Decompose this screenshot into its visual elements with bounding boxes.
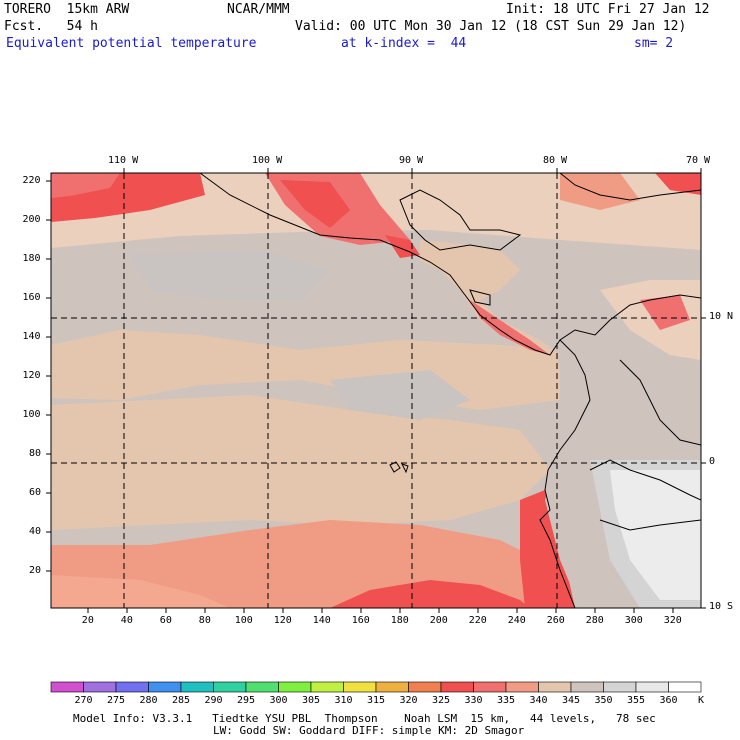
y-tick-label: 80 [29, 448, 42, 459]
x-tick-label: 300 [624, 615, 643, 626]
x-tick-label: 60 [159, 615, 172, 626]
y-tick-label: 180 [22, 253, 41, 264]
y-tick-label: 120 [22, 370, 41, 381]
colorbar-swatch [83, 681, 117, 693]
colorbar-label: 295 [237, 695, 256, 706]
x-tick-label: 140 [312, 615, 331, 626]
colorbar-label: 290 [204, 695, 223, 706]
colorbar-label: 330 [464, 695, 483, 706]
colorbar-label: 285 [172, 695, 191, 706]
colorbar-label: 350 [594, 695, 613, 706]
colorbar-label: 355 [627, 695, 646, 706]
lon-label: 90 W [399, 155, 424, 166]
colorbar-swatch [668, 681, 702, 693]
lon-label: 110 W [108, 155, 139, 166]
colorbar-label: 360 [659, 695, 678, 706]
y-tick-label: 40 [29, 526, 42, 537]
colorbar-swatch [635, 681, 669, 693]
colorbar-swatch [440, 681, 474, 693]
colorbar-label: 325 [432, 695, 451, 706]
colorbar-swatch [148, 681, 182, 693]
colorbar-label: 305 [302, 695, 321, 706]
x-tick-label: 200 [429, 615, 448, 626]
colorbar-label: 275 [107, 695, 126, 706]
x-tick-label: 100 [234, 615, 253, 626]
colorbar-swatch [310, 681, 344, 693]
colorbar-swatch [570, 681, 604, 693]
colorbar-label: 335 [497, 695, 516, 706]
colorbar-swatch [538, 681, 572, 693]
lon-label: 100 W [252, 155, 283, 166]
y-tick-label: 60 [29, 487, 42, 498]
x-tick-label: 260 [546, 615, 565, 626]
forecast-hour: Fcst. 54 h [4, 19, 98, 34]
model-title: TORERO 15km ARW [4, 2, 130, 17]
valid-time: Valid: 00 UTC Mon 30 Jan 12 (18 CST Sun … [295, 19, 687, 34]
x-tick-label: 80 [198, 615, 211, 626]
level-label: at k-index = 44 [341, 36, 467, 51]
smoothing-label: sm= 2 [634, 36, 674, 51]
y-tick-label: 20 [29, 565, 42, 576]
x-tick-label: 320 [663, 615, 682, 626]
y-tick-label: 140 [22, 331, 41, 342]
map-frame [50, 172, 702, 609]
colorbar-label: 280 [139, 695, 158, 706]
colorbar-swatch [245, 681, 279, 693]
colorbar [50, 681, 702, 693]
colorbar-swatch [278, 681, 312, 693]
colorbar-label: 320 [399, 695, 418, 706]
x-tick-label: 160 [351, 615, 370, 626]
colorbar-label: 340 [529, 695, 548, 706]
y-tick-label: 100 [22, 409, 41, 420]
colorbar-swatch [473, 681, 507, 693]
y-tick-label: 220 [22, 175, 41, 186]
colorbar-label: 310 [334, 695, 353, 706]
x-tick-label: 20 [81, 615, 94, 626]
field-name: Equivalent potential temperature [6, 36, 257, 51]
colorbar-swatch [505, 681, 539, 693]
init-time: Init: 18 UTC Fri 27 Jan 12 [506, 2, 710, 17]
colorbar-swatch [408, 681, 442, 693]
colorbar-swatch [343, 681, 377, 693]
x-tick-label: 220 [468, 615, 487, 626]
colorbar-swatch [603, 681, 637, 693]
org-label: NCAR/MMM [227, 2, 290, 17]
lon-label: 70 W [686, 155, 711, 166]
y-tick-label: 200 [22, 214, 41, 225]
lat-label: 10 S [709, 601, 734, 612]
x-tick-label: 180 [390, 615, 409, 626]
x-tick-label: 40 [120, 615, 133, 626]
x-tick-label: 120 [273, 615, 292, 626]
coastlines [199, 173, 701, 608]
colorbar-swatch [375, 681, 409, 693]
colorbar-label: 300 [269, 695, 288, 706]
colorbar-label: 345 [562, 695, 581, 706]
model-physics: LW: Godd SW: Goddard DIFF: simple KM: 2D… [213, 724, 525, 737]
colorbar-swatch [50, 681, 84, 693]
lon-label: 80 W [543, 155, 568, 166]
x-tick-label: 240 [507, 615, 526, 626]
colorbar-label: 270 [74, 695, 93, 706]
y-tick-label: 160 [22, 292, 41, 303]
model-info: Model Info: V3.3.1 Tiedtke YSU PBL Thomp… [73, 712, 656, 725]
lat-label: 0 [709, 456, 716, 467]
graticule [51, 173, 701, 608]
x-tick-label: 280 [585, 615, 604, 626]
colorbar-label: 315 [367, 695, 386, 706]
temperature-field [51, 173, 701, 608]
lat-label: 10 N [709, 311, 734, 322]
colorbar-swatch [213, 681, 247, 693]
colorbar-unit: K [698, 695, 705, 706]
colorbar-swatch [115, 681, 149, 693]
colorbar-swatch [180, 681, 214, 693]
